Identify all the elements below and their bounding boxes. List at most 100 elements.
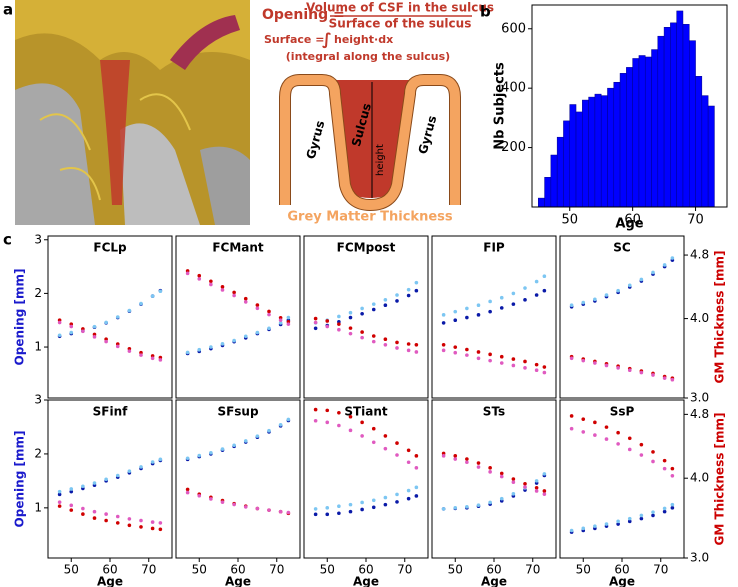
y2-tick-label: 4.0 xyxy=(690,311,709,325)
point xyxy=(115,473,120,478)
bar xyxy=(657,35,665,208)
plot-frame xyxy=(431,235,557,399)
sulcus-diagram: Opening = Volume of CSF in the sulcus Su… xyxy=(262,1,494,225)
x-tick-label: 60 xyxy=(102,563,117,577)
x-axis-label: Age xyxy=(353,575,379,587)
point xyxy=(523,485,527,489)
bar xyxy=(682,24,690,208)
point xyxy=(569,303,574,307)
x-tick-label: 60 xyxy=(358,563,373,577)
x-axis-label: Age xyxy=(481,575,507,587)
point xyxy=(325,506,330,510)
y-axis-label: Nb Subjects xyxy=(493,62,508,150)
plot-frame xyxy=(559,399,685,559)
point xyxy=(534,362,539,367)
point xyxy=(92,324,97,329)
point xyxy=(453,350,458,355)
point xyxy=(441,321,446,325)
gyrus-label: Gyrus xyxy=(304,119,328,161)
point xyxy=(488,470,492,474)
point xyxy=(523,298,527,302)
point xyxy=(523,359,527,364)
point xyxy=(395,346,399,350)
point xyxy=(69,503,74,508)
point xyxy=(337,314,341,319)
x-tick-label: 70 xyxy=(653,563,668,577)
point xyxy=(278,321,283,325)
point xyxy=(441,507,446,511)
x-tick-label: 60 xyxy=(230,563,245,577)
point xyxy=(348,331,353,336)
point xyxy=(476,503,481,507)
point xyxy=(465,460,469,465)
point xyxy=(639,370,644,375)
point xyxy=(232,502,236,507)
y-tick-label: 1 xyxy=(34,500,42,514)
point xyxy=(81,329,85,334)
point xyxy=(406,348,411,353)
point xyxy=(414,288,419,293)
point xyxy=(604,293,609,297)
point xyxy=(406,496,411,501)
point xyxy=(360,335,364,340)
point xyxy=(337,322,341,326)
point xyxy=(534,485,539,490)
point xyxy=(651,459,655,464)
point xyxy=(523,286,527,290)
point xyxy=(220,500,225,504)
point xyxy=(639,277,644,282)
x-axis-label: Age xyxy=(609,575,635,587)
point xyxy=(139,525,143,529)
point xyxy=(325,512,330,517)
bar xyxy=(544,177,552,208)
point xyxy=(255,330,260,335)
point xyxy=(499,496,504,501)
y-axis-label: Opening [mm] xyxy=(13,431,27,528)
panel-label: b xyxy=(480,3,491,21)
point xyxy=(139,353,143,357)
point xyxy=(267,326,271,331)
point xyxy=(220,285,225,289)
point xyxy=(542,370,547,375)
point xyxy=(581,417,586,421)
panel-label: c xyxy=(3,231,12,249)
point xyxy=(104,339,108,344)
point xyxy=(627,519,632,524)
point xyxy=(441,342,446,347)
y-tick-label: 400 xyxy=(501,81,526,96)
point xyxy=(639,516,644,521)
point xyxy=(383,303,388,307)
point xyxy=(593,297,597,302)
point xyxy=(57,489,62,494)
point xyxy=(414,494,419,498)
point xyxy=(453,345,458,349)
point xyxy=(371,426,376,431)
bar xyxy=(569,104,577,208)
point xyxy=(337,410,341,415)
point xyxy=(383,342,388,347)
point xyxy=(232,443,236,448)
bar xyxy=(638,55,646,208)
bar xyxy=(613,81,621,208)
point xyxy=(542,288,547,293)
point xyxy=(115,344,120,349)
point xyxy=(92,335,97,339)
point xyxy=(255,303,260,307)
point xyxy=(325,324,330,329)
y2-axis-label: GM Thickness [mm] xyxy=(713,412,727,545)
point xyxy=(662,458,667,463)
formula: Opening = xyxy=(262,7,345,23)
point xyxy=(360,434,364,438)
point xyxy=(499,361,504,365)
plot-frame xyxy=(47,235,173,399)
point xyxy=(395,500,399,504)
plot-frame xyxy=(559,235,685,399)
point xyxy=(616,366,620,370)
point xyxy=(57,500,62,504)
point xyxy=(197,273,202,278)
bar xyxy=(651,49,659,208)
point xyxy=(371,498,376,503)
point xyxy=(406,287,411,292)
point xyxy=(476,303,481,307)
point xyxy=(499,474,504,479)
